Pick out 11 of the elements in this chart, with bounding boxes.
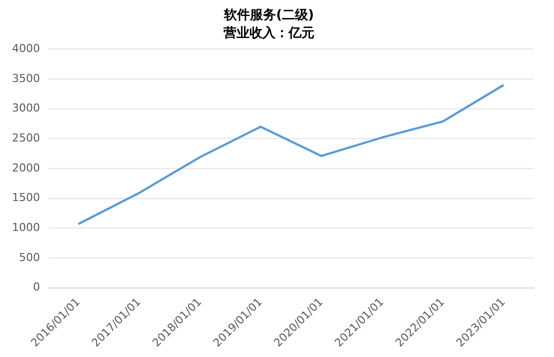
y-tick-label: 1000	[12, 221, 40, 234]
chart-subtitle: 营业收入：亿元	[222, 24, 314, 41]
y-tick-label: 0	[32, 280, 40, 294]
y-tick-label: 3000	[12, 102, 40, 115]
y-tick-label: 500	[18, 250, 40, 264]
chart-title: 软件服务(二级)	[223, 8, 314, 24]
y-tick-label: 1500	[12, 191, 40, 204]
y-tick-label: 4000	[12, 42, 40, 56]
y-tick-label: 2000	[12, 161, 40, 174]
y-tick-label: 3500	[12, 72, 40, 85]
y-tick-label: 2500	[12, 132, 40, 145]
